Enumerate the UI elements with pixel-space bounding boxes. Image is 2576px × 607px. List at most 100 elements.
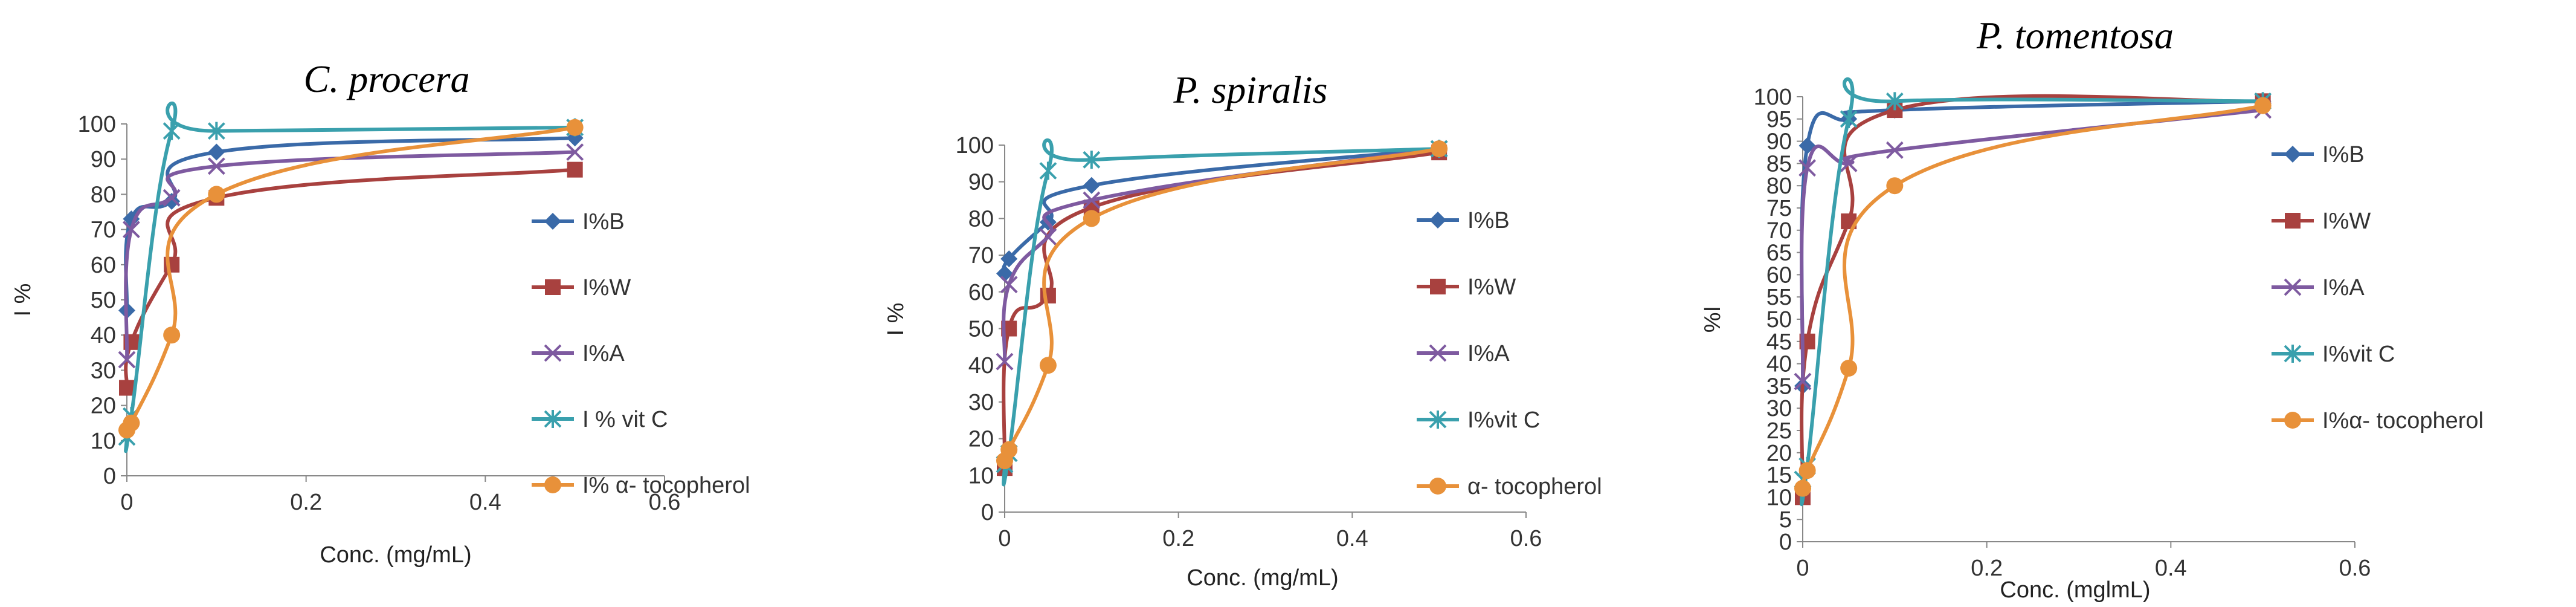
data-point bbox=[1840, 109, 1858, 128]
y-tick-label: 50 bbox=[91, 288, 116, 313]
data-point bbox=[1431, 140, 1448, 158]
data-point bbox=[996, 352, 1014, 371]
chart-title: P. spiralis bbox=[1173, 68, 1328, 111]
legend-item: I%W bbox=[1417, 274, 1516, 300]
x-axis-label: Conc. (mg/mL) bbox=[320, 542, 471, 568]
y-tick-label: 35 bbox=[1766, 374, 1792, 399]
data-point bbox=[2285, 213, 2301, 229]
y-tick-label: 30 bbox=[1766, 396, 1792, 421]
x-tick-label: 0.4 bbox=[2155, 556, 2187, 581]
legend-label: I%A bbox=[1467, 341, 1510, 366]
chart-panel-3: P. tomentosa 0510152025303540455055606570… bbox=[1700, 14, 2484, 603]
data-point bbox=[1083, 177, 1100, 194]
data-point bbox=[1885, 141, 1904, 159]
data-point bbox=[2254, 97, 2272, 114]
y-tick-label: 80 bbox=[1766, 174, 1792, 199]
y-tick-label: 80 bbox=[968, 206, 994, 232]
data-point-stroke bbox=[123, 221, 140, 239]
data-point bbox=[544, 476, 561, 493]
data-point bbox=[1083, 210, 1100, 227]
y-tick-label: 100 bbox=[78, 112, 116, 137]
data-point bbox=[1429, 478, 1446, 495]
y-tick-label: 60 bbox=[968, 280, 994, 305]
data-point bbox=[2284, 412, 2301, 429]
series-line bbox=[1800, 94, 2265, 499]
data-point bbox=[163, 189, 181, 207]
legend-label: I%W bbox=[1467, 274, 1516, 300]
legend-item: I%B bbox=[532, 209, 625, 235]
legend-label: I%vit C bbox=[2322, 342, 2395, 367]
series-i-vit-c bbox=[1794, 77, 2272, 507]
data-point bbox=[2284, 146, 2301, 163]
series-line bbox=[1002, 151, 1441, 470]
legend-item: I%vit C bbox=[1417, 407, 1540, 433]
data-point bbox=[1798, 462, 1816, 479]
data-point bbox=[123, 221, 140, 239]
y-tick-label: 65 bbox=[1766, 241, 1792, 266]
data-point bbox=[1794, 372, 1812, 391]
legend-item: I% α- tocopherol bbox=[532, 473, 750, 498]
x-tick-label: 0.4 bbox=[1336, 526, 1368, 551]
series-i-w bbox=[997, 144, 1447, 476]
series-i-a bbox=[1794, 101, 2272, 391]
data-point-stroke bbox=[1794, 372, 1812, 391]
data-point bbox=[1429, 344, 1447, 362]
data-point bbox=[1000, 250, 1018, 268]
series-i-w bbox=[119, 161, 583, 396]
chart-title: C. procera bbox=[304, 57, 470, 100]
y-tick-label: 90 bbox=[1766, 129, 1792, 155]
legend-label: I%B bbox=[1467, 208, 1510, 233]
data-point bbox=[123, 414, 140, 432]
legend-item: α- tocopherol bbox=[1417, 474, 1602, 499]
legend-item: I%A bbox=[2272, 275, 2365, 300]
data-point bbox=[118, 351, 136, 369]
series-line bbox=[1800, 77, 2265, 507]
x-tick-label: 0.4 bbox=[469, 490, 501, 515]
legend-item: I%vit C bbox=[2272, 342, 2395, 367]
y-tick-label: 20 bbox=[91, 394, 116, 419]
y-tick-label: 85 bbox=[1766, 151, 1792, 177]
legend-item: I%α- tocopherol bbox=[2272, 408, 2484, 433]
legend-item: I%A bbox=[532, 341, 625, 366]
y-tick-label: 45 bbox=[1766, 329, 1792, 355]
data-point bbox=[1840, 359, 1858, 377]
y-tick-label: 30 bbox=[91, 358, 116, 383]
legend-label: I%vit C bbox=[1467, 407, 1540, 433]
y-tick-label: 55 bbox=[1766, 285, 1792, 310]
chart-title: P. tomentosa bbox=[1976, 14, 2174, 57]
data-point-stroke bbox=[1885, 141, 1904, 159]
legend-item: I%B bbox=[2272, 142, 2365, 167]
data-point bbox=[566, 118, 584, 136]
series-i-tocopherol bbox=[1794, 97, 2272, 497]
data-point bbox=[2284, 278, 2302, 296]
y-tick-label: 0 bbox=[1779, 530, 1792, 555]
data-point bbox=[207, 122, 225, 140]
series-line bbox=[124, 150, 577, 362]
legend-label: I%B bbox=[2322, 142, 2365, 167]
y-tick-label: 60 bbox=[91, 253, 116, 278]
legend-label: I%A bbox=[582, 341, 625, 366]
data-point bbox=[208, 186, 225, 203]
x-axis-label: Conc. (mglmL) bbox=[2000, 577, 2150, 603]
y-tick-label: 100 bbox=[1754, 85, 1792, 110]
data-point bbox=[1000, 441, 1018, 458]
y-tick-label: 40 bbox=[1766, 352, 1792, 377]
data-point bbox=[2284, 345, 2302, 363]
x-tick-label: 0 bbox=[1796, 556, 1809, 581]
y-tick-label: 15 bbox=[1766, 463, 1792, 489]
legend-label: α- tocopherol bbox=[1467, 474, 1602, 499]
series-line bbox=[1002, 147, 1441, 276]
x-tick-label: 0.2 bbox=[1162, 526, 1194, 551]
data-point bbox=[544, 213, 561, 230]
y-tick-label: 50 bbox=[1766, 307, 1792, 333]
series-line bbox=[124, 136, 577, 313]
legend-item: I % vit C bbox=[532, 407, 668, 432]
data-point bbox=[567, 161, 583, 178]
y-axis-label: I % bbox=[883, 303, 909, 336]
y-tick-label: 5 bbox=[1779, 507, 1792, 533]
data-point bbox=[566, 143, 584, 161]
data-point bbox=[119, 380, 135, 396]
chart-panel-2: P. spiralis 0 10 20 30 40 50 60 70 80 90 100 0 0.2 0.4… bbox=[883, 68, 1602, 591]
series--tocopherol bbox=[996, 140, 1448, 470]
x-tick-label: 0 bbox=[998, 526, 1011, 551]
